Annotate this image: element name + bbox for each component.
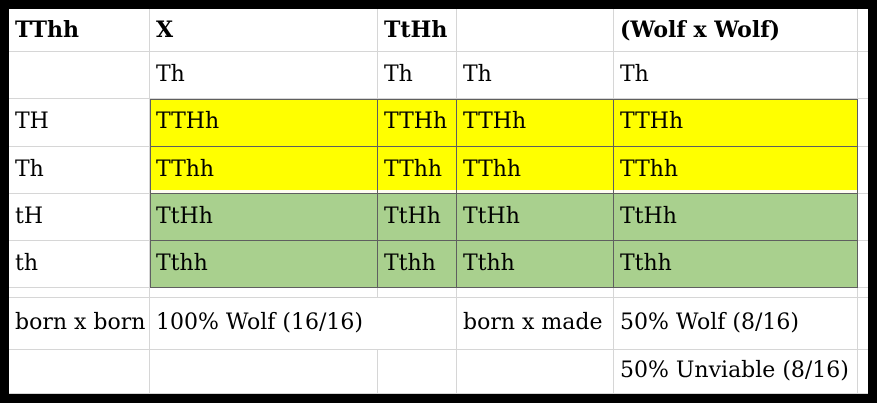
offspring-cell[interactable]: TThh xyxy=(457,147,614,194)
empty-cell[interactable] xyxy=(457,350,614,394)
offspring-cell[interactable]: TtHh xyxy=(457,194,614,241)
offspring-cell[interactable]: TTHh xyxy=(457,99,614,147)
gamete-column-header[interactable]: Th xyxy=(457,52,614,99)
gamete-row-label-cell[interactable]: th xyxy=(9,241,150,288)
edge-spacer xyxy=(858,298,868,350)
offspring-cell[interactable]: TtHh xyxy=(614,194,858,241)
gamete-column-header[interactable]: Th xyxy=(378,52,457,99)
born-x-born-result-cell[interactable]: 100% Wolf (16/16) xyxy=(150,298,457,350)
edge-spacer xyxy=(858,99,868,147)
born-x-made-label-cell[interactable]: born x made xyxy=(457,298,614,350)
edge-spacer xyxy=(858,9,868,52)
empty-cell[interactable] xyxy=(150,350,378,394)
spacer-row-cell[interactable] xyxy=(378,288,457,298)
empty-cell[interactable] xyxy=(378,350,457,394)
born-x-made-result-cell[interactable]: 50% Wolf (8/16) xyxy=(614,298,858,350)
offspring-cell[interactable]: TTHh xyxy=(614,99,858,147)
gamete-row-label-cell[interactable]: Th xyxy=(9,147,150,194)
edge-spacer xyxy=(858,194,868,241)
offspring-cell[interactable]: TThh xyxy=(614,147,858,194)
edge-spacer xyxy=(858,288,868,298)
gamete-row-label-cell[interactable]: TH xyxy=(9,99,150,147)
offspring-cell[interactable]: TThh xyxy=(150,147,378,194)
spacer-row-cell[interactable] xyxy=(9,288,150,298)
edge-spacer xyxy=(858,241,868,288)
parent1-genotype-cell[interactable]: TThh xyxy=(9,9,150,52)
gamete-row-label-cell[interactable]: tH xyxy=(9,194,150,241)
cross-symbol-cell[interactable]: X xyxy=(150,9,378,52)
spacer-row-cell[interactable] xyxy=(150,288,378,298)
offspring-cell[interactable]: TtHh xyxy=(150,194,378,241)
spacer-row-cell[interactable] xyxy=(614,288,858,298)
offspring-cell[interactable]: Tthh xyxy=(150,241,378,288)
empty-cell[interactable] xyxy=(457,9,614,52)
born-x-born-label-cell[interactable]: born x born xyxy=(9,298,150,350)
spacer-row-cell[interactable] xyxy=(457,288,614,298)
spreadsheet-grid: TThh X TtHh (Wolf x Wolf) Th Th Th Th TH… xyxy=(9,9,868,394)
offspring-cell[interactable]: Tthh xyxy=(457,241,614,288)
offspring-cell[interactable]: TTHh xyxy=(150,99,378,147)
edge-spacer xyxy=(858,147,868,194)
offspring-cell[interactable]: Tthh xyxy=(378,241,457,288)
offspring-cell[interactable]: TTHh xyxy=(378,99,457,147)
gamete-column-header[interactable]: Th xyxy=(614,52,858,99)
parent2-genotype-cell[interactable]: TtHh xyxy=(378,9,457,52)
gamete-column-header[interactable]: Th xyxy=(150,52,378,99)
empty-cell[interactable] xyxy=(9,52,150,99)
cross-name-cell[interactable]: (Wolf x Wolf) xyxy=(614,9,858,52)
offspring-cell[interactable]: TtHh xyxy=(378,194,457,241)
edge-spacer xyxy=(858,350,868,394)
edge-spacer xyxy=(858,52,868,99)
empty-cell[interactable] xyxy=(9,350,150,394)
offspring-cell[interactable]: Tthh xyxy=(614,241,858,288)
unviable-result-cell[interactable]: 50% Unviable (8/16) xyxy=(614,350,858,394)
offspring-cell[interactable]: TThh xyxy=(378,147,457,194)
